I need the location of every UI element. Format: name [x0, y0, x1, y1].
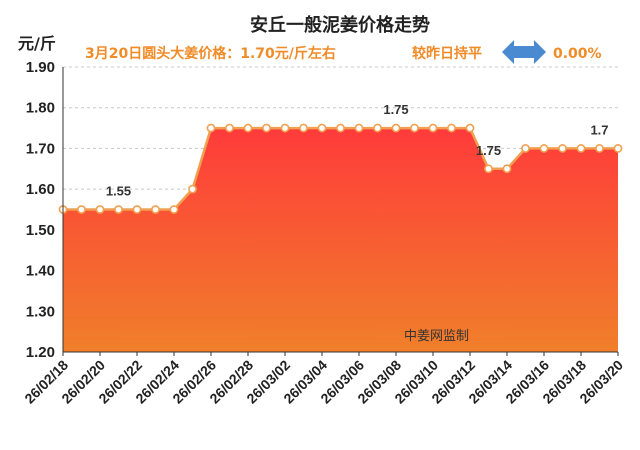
price-area — [63, 128, 618, 352]
data-markers — [58, 123, 623, 214]
data-point — [169, 205, 179, 214]
y-tick-label: 1.30 — [26, 303, 55, 320]
data-point — [613, 144, 623, 153]
data-point — [280, 123, 290, 133]
data-point — [410, 123, 419, 133]
data-label: 1.55 — [106, 184, 131, 199]
data-point — [95, 205, 105, 214]
y-tick-label: 1.60 — [26, 181, 55, 198]
y-tick-label: 1.70 — [26, 140, 55, 157]
y-tick-label: 1.50 — [26, 222, 55, 239]
data-point — [188, 184, 197, 194]
data-point — [558, 144, 567, 153]
change-value: 0.00% — [553, 46, 602, 62]
data-point — [521, 144, 530, 153]
data-point — [114, 205, 123, 214]
subtitle-price: 3月20日圆头大姜价格：1.70元/斤左右 — [85, 45, 336, 62]
data-point — [484, 164, 493, 174]
chart-title: 安丘一般泥姜价格走势 — [250, 14, 430, 36]
y-tick-label: 1.80 — [26, 100, 55, 117]
double-arrow-icon — [502, 40, 546, 64]
data-label: 1.75 — [476, 143, 501, 158]
data-point — [262, 123, 271, 133]
y-axis-unit: 元/斤 — [18, 34, 56, 53]
data-point — [373, 123, 382, 133]
y-axis-ticks: 1.20 1.30 1.40 1.50 1.60 1.70 1.80 1.90 — [26, 59, 55, 361]
data-point — [595, 144, 604, 153]
watermark: 中姜网监制 — [404, 329, 469, 344]
data-point — [502, 164, 512, 174]
y-tick-label: 1.20 — [26, 344, 55, 361]
data-point — [428, 123, 438, 133]
data-point — [132, 205, 142, 214]
data-point — [539, 144, 549, 153]
data-labels: 1.55 1.75 1.75 1.7 — [106, 102, 609, 198]
data-point — [336, 123, 345, 133]
data-point — [465, 123, 475, 133]
data-point — [206, 123, 216, 133]
data-point — [151, 205, 160, 214]
y-tick-label: 1.90 — [26, 59, 55, 76]
data-point — [576, 144, 586, 153]
data-label: 1.75 — [383, 102, 408, 117]
data-label: 1.7 — [590, 122, 608, 137]
data-point — [317, 123, 327, 133]
data-point — [354, 123, 364, 133]
data-point — [299, 123, 308, 133]
data-point — [243, 123, 253, 133]
subtitle-change: 较昨日持平 — [412, 45, 482, 62]
x-axis-ticks: 26/02/1826/02/2026/02/2226/02/2426/02/26… — [21, 352, 626, 407]
data-point — [77, 205, 86, 214]
data-point — [447, 123, 456, 133]
data-point — [225, 123, 234, 133]
y-tick-label: 1.40 — [26, 263, 55, 280]
data-point — [391, 123, 401, 133]
